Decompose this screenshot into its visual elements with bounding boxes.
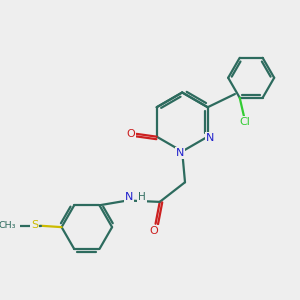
Text: N: N: [125, 192, 134, 202]
Text: CH₃: CH₃: [0, 221, 16, 230]
Text: N: N: [176, 148, 184, 158]
Text: S: S: [31, 220, 38, 230]
Text: Cl: Cl: [240, 117, 251, 127]
Text: N: N: [206, 133, 214, 143]
Text: H: H: [138, 192, 146, 202]
Text: O: O: [126, 129, 135, 139]
Text: O: O: [150, 226, 158, 236]
